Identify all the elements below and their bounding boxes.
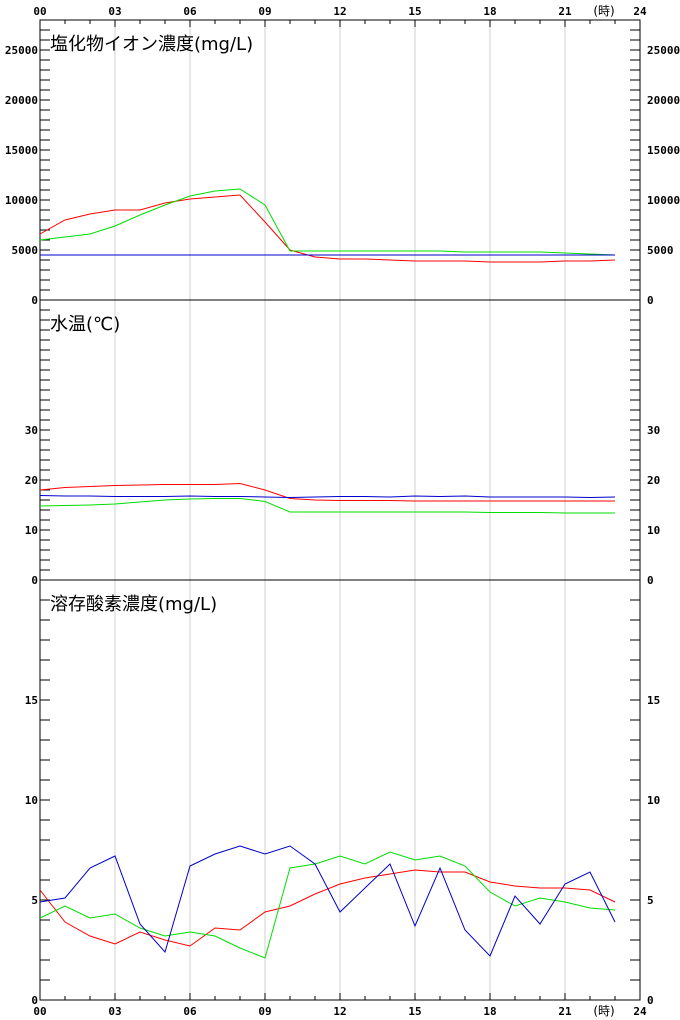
grid-layer: [114, 20, 566, 1000]
x-tick-label-top: 24: [633, 5, 647, 18]
y-tick-label-left: 10000: [5, 194, 38, 207]
series-line-red: [39, 194, 616, 263]
y-tick-label-left: 0: [31, 574, 38, 587]
x-tick-label-bottom: 09: [258, 1005, 271, 1018]
y-tick-label-right: 0: [647, 994, 654, 1007]
series-line-green: [39, 188, 616, 256]
y-tick-label-right: 20: [647, 474, 660, 487]
y-tick-label-right: 25000: [647, 44, 680, 57]
y-tick-label-right: 20000: [647, 94, 680, 107]
y-tick-label-right: 5000: [647, 244, 674, 257]
x-tick-label-top: 18: [483, 5, 496, 18]
x-unit-label-top: (時): [593, 4, 614, 18]
series-layer: [39, 188, 616, 959]
series-line-green: [39, 498, 615, 514]
y-tick-label-left: 10: [25, 524, 38, 537]
panel-title: 塩化物イオン濃度(mg/L): [50, 34, 253, 55]
x-tick-label-bottom: 15: [408, 1005, 421, 1018]
y-tick-label-right: 15: [647, 694, 660, 707]
y-tick-label-right: 10: [647, 794, 660, 807]
series-line-blue: [39, 845, 616, 957]
x-tick-label-bottom: 21: [558, 1005, 572, 1018]
x-tick-label-bottom: 03: [108, 1005, 121, 1018]
frame-layer: [39, 19, 641, 1001]
y-tick-label-left: 20: [25, 474, 38, 487]
y-tick-label-left: 5000: [12, 244, 39, 257]
y-tick-label-left: 15000: [5, 144, 38, 157]
y-tick-label-right: 10000: [647, 194, 680, 207]
y-tick-label-left: 25000: [5, 44, 38, 57]
y-tick-label-right: 30: [647, 424, 660, 437]
x-tick-label-top: 03: [108, 5, 121, 18]
x-tick-label-bottom: 18: [483, 1005, 496, 1018]
y-tick-label-left: 0: [31, 294, 38, 307]
panel-title: 溶存酸素濃度(mg/L): [50, 594, 217, 615]
x-tick-label-bottom: 24: [633, 1005, 647, 1018]
x-tick-label-bottom: 06: [183, 1005, 197, 1018]
y-tick-label-left: 5: [31, 894, 38, 907]
x-tick-label-top: 12: [333, 5, 346, 18]
panel-title: 水温(℃): [50, 314, 120, 335]
y-tick-label-right: 0: [647, 574, 654, 587]
x-tick-label-top: 06: [183, 5, 197, 18]
y-tick-label-left: 20000: [5, 94, 38, 107]
series-line-blue: [39, 495, 616, 499]
y-tick-label-left: 10: [25, 794, 38, 807]
series-line-green: [39, 851, 616, 959]
y-tick-label-right: 0: [647, 294, 654, 307]
x-tick-label-top: 00: [33, 5, 46, 18]
y-tick-label-left: 15: [25, 694, 38, 707]
y-tick-label-right: 15000: [647, 144, 680, 157]
y-tick-label-left: 30: [25, 424, 38, 437]
x-tick-label-top: 21: [558, 5, 572, 18]
x-unit-label-bottom: (時): [593, 1004, 614, 1018]
x-tick-label-top: 09: [258, 5, 271, 18]
y-tick-label-left: 0: [31, 994, 38, 1007]
x-tick-label-bottom: 00: [33, 1005, 46, 1018]
x-tick-label-top: 15: [408, 5, 421, 18]
series-line-red: [39, 869, 616, 947]
series-line-red: [39, 482, 615, 502]
x-tick-label-bottom: 12: [333, 1005, 346, 1018]
y-tick-label-right: 10: [647, 524, 660, 537]
y-tick-label-right: 5: [647, 894, 654, 907]
